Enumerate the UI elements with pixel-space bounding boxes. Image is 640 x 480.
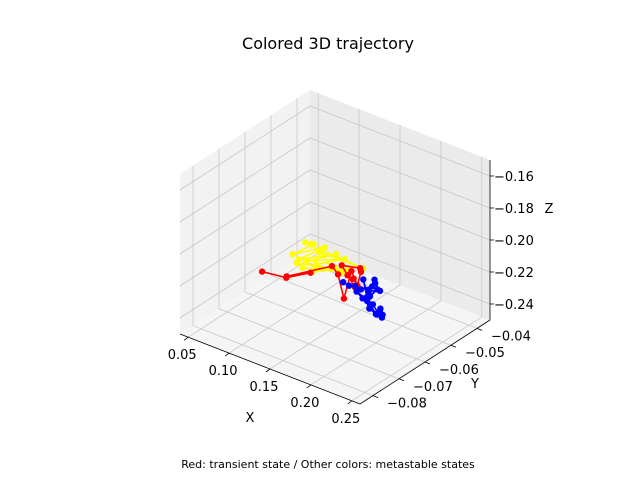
data-point xyxy=(303,257,311,265)
x-tick-label: 0.20 xyxy=(290,396,319,411)
series-1 xyxy=(289,239,367,276)
data-point xyxy=(334,271,342,278)
z-gridline xyxy=(179,233,491,319)
data-point xyxy=(340,279,347,286)
data-point xyxy=(338,262,345,269)
x-gridline xyxy=(269,125,401,370)
y-tick-label: −0.05 xyxy=(465,346,505,361)
data-point xyxy=(360,276,367,283)
y-tick-label: −0.06 xyxy=(439,363,479,378)
data-point xyxy=(348,267,355,275)
data-point xyxy=(307,269,314,276)
y-tick-mark xyxy=(372,395,379,398)
y-gridline xyxy=(218,148,400,380)
data-point xyxy=(374,286,381,293)
data-point xyxy=(369,301,377,308)
z-tick-label: −0.22 xyxy=(494,266,534,281)
data-point xyxy=(302,239,309,246)
x-tick-mark xyxy=(306,384,312,389)
data-point xyxy=(332,250,340,258)
data-point xyxy=(341,255,348,263)
data-point xyxy=(289,251,296,258)
x-tick-mark xyxy=(265,368,271,373)
z-tick-label: −0.18 xyxy=(494,202,534,217)
z-gridline xyxy=(179,105,491,191)
data-point xyxy=(351,282,359,290)
data-point xyxy=(340,295,348,302)
data-point xyxy=(345,282,353,289)
y-tick-mark xyxy=(398,378,405,382)
axis-lines xyxy=(179,160,494,405)
y-gridline xyxy=(244,132,426,363)
data-point xyxy=(353,288,360,295)
z-tick-label: −0.20 xyxy=(494,234,534,249)
y-tick-label: −0.07 xyxy=(413,380,453,395)
data-point xyxy=(344,272,351,279)
series-3 xyxy=(340,276,386,321)
data-point xyxy=(293,259,300,266)
z-tick-label: −0.16 xyxy=(494,170,534,185)
data-point xyxy=(312,261,319,268)
x-tick-label: 0.10 xyxy=(209,364,238,379)
y-tick-mark xyxy=(476,328,483,331)
x-tick-label: 0.15 xyxy=(250,380,279,395)
chart-caption: Red: transient state / Other colors: met… xyxy=(181,458,475,471)
x-gridline xyxy=(351,156,483,402)
x-tick-label: 0.05 xyxy=(168,348,197,363)
x-axis-label: X xyxy=(246,411,255,426)
data-point xyxy=(283,273,290,280)
data-point xyxy=(357,265,364,272)
x-tick-mark xyxy=(183,336,189,341)
y-tick-mark xyxy=(450,344,457,348)
z-gridline xyxy=(179,137,491,223)
data-point xyxy=(299,264,306,272)
y-tick-label: −0.04 xyxy=(491,329,531,344)
y-tick-mark xyxy=(424,361,431,365)
tick-labels: 0.05 0.10 0.15 0.20 0.25 −0.08 −0.07 −0.06 −0.05… xyxy=(168,170,534,427)
z-gridline xyxy=(179,169,491,255)
data-point xyxy=(316,249,323,256)
data-point xyxy=(350,275,357,282)
data-point xyxy=(258,268,266,275)
data-point xyxy=(307,240,314,248)
chart-title: Colored 3D trajectory xyxy=(242,34,414,53)
data-point xyxy=(375,311,383,318)
x-tick-mark xyxy=(347,400,353,405)
data-point xyxy=(328,262,336,270)
z-gridline xyxy=(179,201,491,287)
grid-lines xyxy=(179,93,491,402)
data-series xyxy=(258,239,386,321)
y-gridline xyxy=(192,165,374,396)
x-gridline xyxy=(310,140,442,386)
data-point xyxy=(321,244,329,251)
x-tick-mark xyxy=(224,352,230,357)
x-tick-label: 0.25 xyxy=(331,412,360,427)
data-point xyxy=(372,280,379,287)
data-point xyxy=(366,293,374,300)
y-tick-label: −0.08 xyxy=(387,397,427,412)
z-tick-label: −0.24 xyxy=(494,298,534,313)
y-gridline xyxy=(270,115,452,346)
y-axis-label: Y xyxy=(470,377,479,392)
z-axis-label: Z xyxy=(545,202,554,217)
